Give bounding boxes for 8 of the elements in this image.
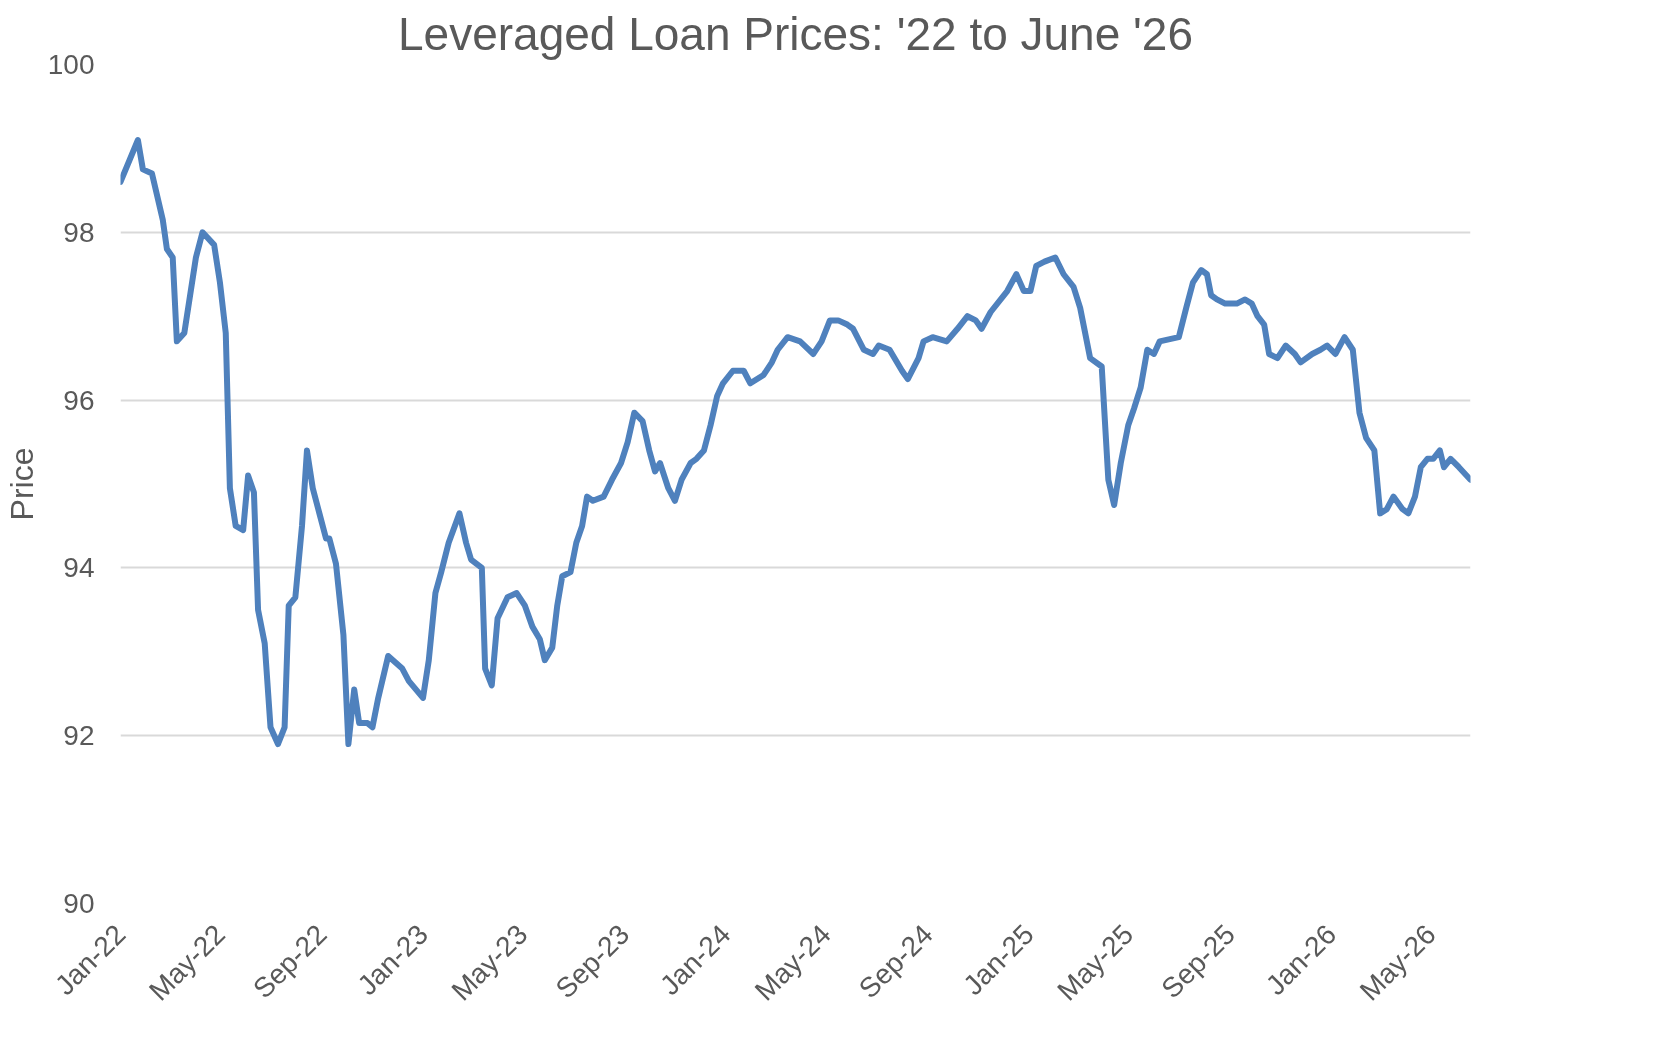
y-tick-label: 96	[63, 384, 95, 416]
y-tick-label: 100	[47, 49, 95, 80]
y-axis-title: Price	[3, 447, 40, 521]
chart-title: Leveraged Loan Prices: '22 to June '26	[398, 7, 1194, 60]
y-tick-label: 98	[63, 216, 95, 248]
y-tick-label: 92	[63, 720, 95, 752]
y-tick-label: 94	[63, 552, 95, 584]
y-tick-label: 90	[63, 888, 95, 919]
